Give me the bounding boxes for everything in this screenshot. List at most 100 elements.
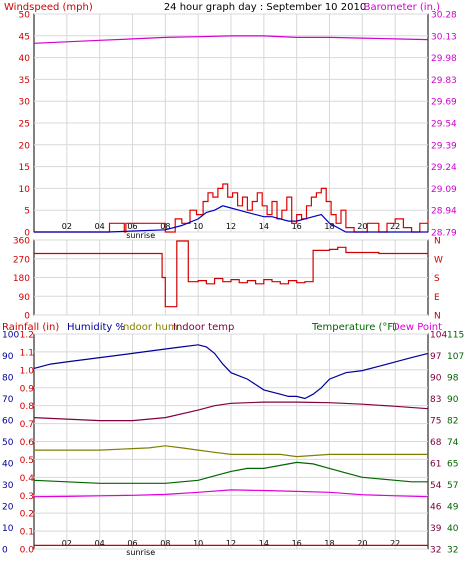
indoor-temp-tick-label: 75 xyxy=(430,417,441,427)
rain-tick-label: 0.3 xyxy=(20,492,34,502)
direction-tick-label: 90 xyxy=(19,293,31,303)
x-tick-label: 04 xyxy=(95,539,105,548)
x-tick-label: 12 xyxy=(226,222,236,231)
barometer-tick-label: 28.94 xyxy=(431,207,457,217)
x-tick-label: 14 xyxy=(259,222,269,231)
sunrise-label: sunrise xyxy=(126,231,155,240)
legend-dewpoint: Dew Point xyxy=(392,322,442,333)
humidity-tick-label: 50 xyxy=(2,438,14,448)
humidity-tick-label: 40 xyxy=(2,460,14,470)
rain-tick-label: 0.6 xyxy=(20,438,35,448)
indoor-temp-tick-label: 61 xyxy=(430,460,441,470)
humidity-tick-label: 10 xyxy=(2,524,14,534)
windspeed-tick-label: 25 xyxy=(19,120,30,130)
windspeed-tick-label: 40 xyxy=(19,54,31,64)
series-line-dew-point xyxy=(33,489,429,498)
humidity-tick-label: 60 xyxy=(2,417,14,427)
x-tick-label: 14 xyxy=(259,539,269,548)
windspeed-tick-label: 5 xyxy=(24,207,30,217)
x-tick-label: 12 xyxy=(226,539,236,548)
indoor-temp-tick-label: 68 xyxy=(430,438,442,448)
barometer-tick-label: 30.13 xyxy=(431,32,457,42)
temperature-tick-label: 98 xyxy=(447,374,459,384)
x-tick-label: 10 xyxy=(193,539,203,548)
indoor-temp-tick-label: 90 xyxy=(430,374,442,384)
rain-tick-label: 0.0 xyxy=(20,546,35,556)
legend-indoor-hum: Indoor hum xyxy=(120,322,178,333)
humidity-tick-label: 100 xyxy=(2,331,19,341)
rain-tick-label: 0.5 xyxy=(20,456,34,466)
legend-temperature: Temperature (°F) xyxy=(311,322,397,333)
rain-tick-label: 0.2 xyxy=(20,510,34,520)
series-line-temperature-f- xyxy=(33,461,428,484)
barometer-axis-label: Barometer (in.) xyxy=(364,2,440,13)
indoor-temp-tick-label: 83 xyxy=(430,395,441,405)
grid-layer xyxy=(34,13,428,550)
graph-title: 24 hour graph day : September 10 2010 xyxy=(164,2,366,13)
x-tick-label: 16 xyxy=(292,539,302,548)
legend-indoor-temp: Indoor temp xyxy=(173,322,234,333)
indoor-temp-tick-label: 39 xyxy=(430,524,442,534)
x-tick-label: 02 xyxy=(62,539,72,548)
direction-tick-label: 360 xyxy=(13,237,30,247)
x-tick-label: 22 xyxy=(390,222,400,231)
x-tick-label: 20 xyxy=(357,222,367,231)
barometer-tick-label: 29.69 xyxy=(431,98,457,108)
rain-tick-label: 1.1 xyxy=(20,348,34,358)
barometer-tick-label: 29.24 xyxy=(431,163,457,173)
direction-tick-label: 270 xyxy=(13,255,30,265)
barometer-tick-label: 29.09 xyxy=(431,185,457,195)
direction-tick-label: 0 xyxy=(24,312,30,322)
rain-tick-label: 0.1 xyxy=(20,528,34,538)
temperature-tick-label: 65 xyxy=(447,460,458,470)
sunrise-label: sunrise xyxy=(126,548,155,556)
temperature-tick-label: 115 xyxy=(447,331,464,341)
barometer-tick-label: 28.79 xyxy=(431,229,457,239)
humidity-tick-label: 0 xyxy=(2,546,8,556)
rain-tick-label: 0.4 xyxy=(20,474,35,484)
windspeed-tick-label: 20 xyxy=(19,141,31,151)
x-tick-label: 06 xyxy=(127,222,137,231)
windspeed-tick-label: 45 xyxy=(19,32,30,42)
rain-tick-label: 0.7 xyxy=(20,420,34,430)
barometer-tick-label: 29.83 xyxy=(431,76,457,86)
windspeed-tick-label: 30 xyxy=(19,98,31,108)
series-line-wind-direction xyxy=(34,240,429,308)
barometer-tick-label: 29.39 xyxy=(431,141,457,151)
rain-tick-label: 1.2 xyxy=(20,331,34,341)
barometer-tick-label: 29.54 xyxy=(431,120,457,130)
temperature-tick-label: 49 xyxy=(447,503,459,513)
series-line-wind-average xyxy=(34,205,428,233)
windspeed-tick-label: 15 xyxy=(19,163,30,173)
humidity-tick-label: 80 xyxy=(2,374,14,384)
x-tick-label: 18 xyxy=(324,222,334,231)
rain-tick-label: 0.8 xyxy=(20,402,35,412)
windspeed-tick-label: 35 xyxy=(19,76,30,86)
rain-tick-label: 1.0 xyxy=(20,366,35,376)
legend-humidity: Humidity % xyxy=(67,322,125,333)
x-tick-label: 10 xyxy=(193,222,203,231)
barometer-tick-label: 29.98 xyxy=(431,54,457,64)
humidity-tick-label: 30 xyxy=(2,481,14,491)
temperature-tick-label: 57 xyxy=(447,481,458,491)
temperature-tick-label: 107 xyxy=(447,352,464,362)
compass-tick-label: N xyxy=(434,237,441,247)
temperature-tick-label: 32 xyxy=(447,546,458,556)
humidity-tick-label: 90 xyxy=(2,352,14,362)
windspeed-tick-label: 0 xyxy=(24,229,30,239)
compass-tick-label: E xyxy=(434,293,440,303)
x-tick-label: 04 xyxy=(95,222,105,231)
compass-tick-label: S xyxy=(434,274,440,284)
x-tick-label: 06 xyxy=(127,539,137,548)
series-line-indoor-temp xyxy=(33,401,429,422)
series-line-barometer-in- xyxy=(33,35,429,44)
indoor-temp-tick-label: 97 xyxy=(430,352,441,362)
indoor-temp-tick-label: 46 xyxy=(430,503,442,513)
compass-tick-label: N xyxy=(434,312,441,322)
x-tick-label: 16 xyxy=(292,222,302,231)
indoor-temp-tick-label: 104 xyxy=(430,331,447,341)
temperature-tick-label: 40 xyxy=(447,524,459,534)
legend-rainfall: Rainfall (in) xyxy=(2,322,59,333)
